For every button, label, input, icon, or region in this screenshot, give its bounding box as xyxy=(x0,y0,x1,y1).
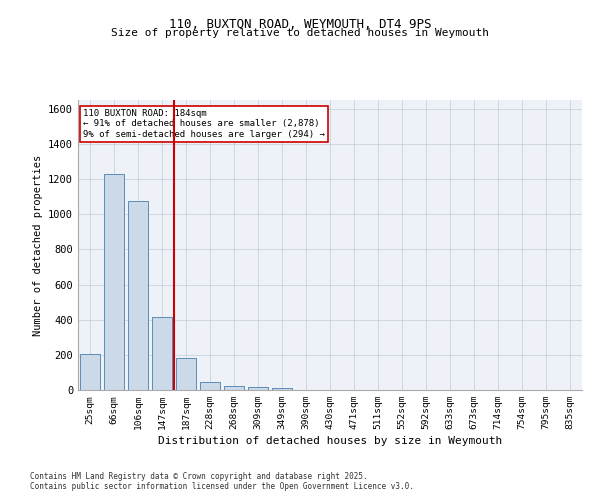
Bar xyxy=(272,388,292,390)
Bar xyxy=(176,358,196,390)
Bar xyxy=(152,317,172,390)
X-axis label: Distribution of detached houses by size in Weymouth: Distribution of detached houses by size … xyxy=(158,436,502,446)
Text: Size of property relative to detached houses in Weymouth: Size of property relative to detached ho… xyxy=(111,28,489,38)
Bar xyxy=(248,387,268,390)
Text: Contains HM Land Registry data © Crown copyright and database right 2025.: Contains HM Land Registry data © Crown c… xyxy=(30,472,368,481)
Text: 110, BUXTON ROAD, WEYMOUTH, DT4 9PS: 110, BUXTON ROAD, WEYMOUTH, DT4 9PS xyxy=(169,18,431,30)
Bar xyxy=(200,382,220,390)
Text: Contains public sector information licensed under the Open Government Licence v3: Contains public sector information licen… xyxy=(30,482,414,491)
Y-axis label: Number of detached properties: Number of detached properties xyxy=(32,154,43,336)
Bar xyxy=(104,174,124,390)
Bar xyxy=(128,201,148,390)
Text: 110 BUXTON ROAD: 184sqm
← 91% of detached houses are smaller (2,878)
9% of semi-: 110 BUXTON ROAD: 184sqm ← 91% of detache… xyxy=(83,108,325,138)
Bar xyxy=(80,354,100,390)
Bar xyxy=(224,386,244,390)
